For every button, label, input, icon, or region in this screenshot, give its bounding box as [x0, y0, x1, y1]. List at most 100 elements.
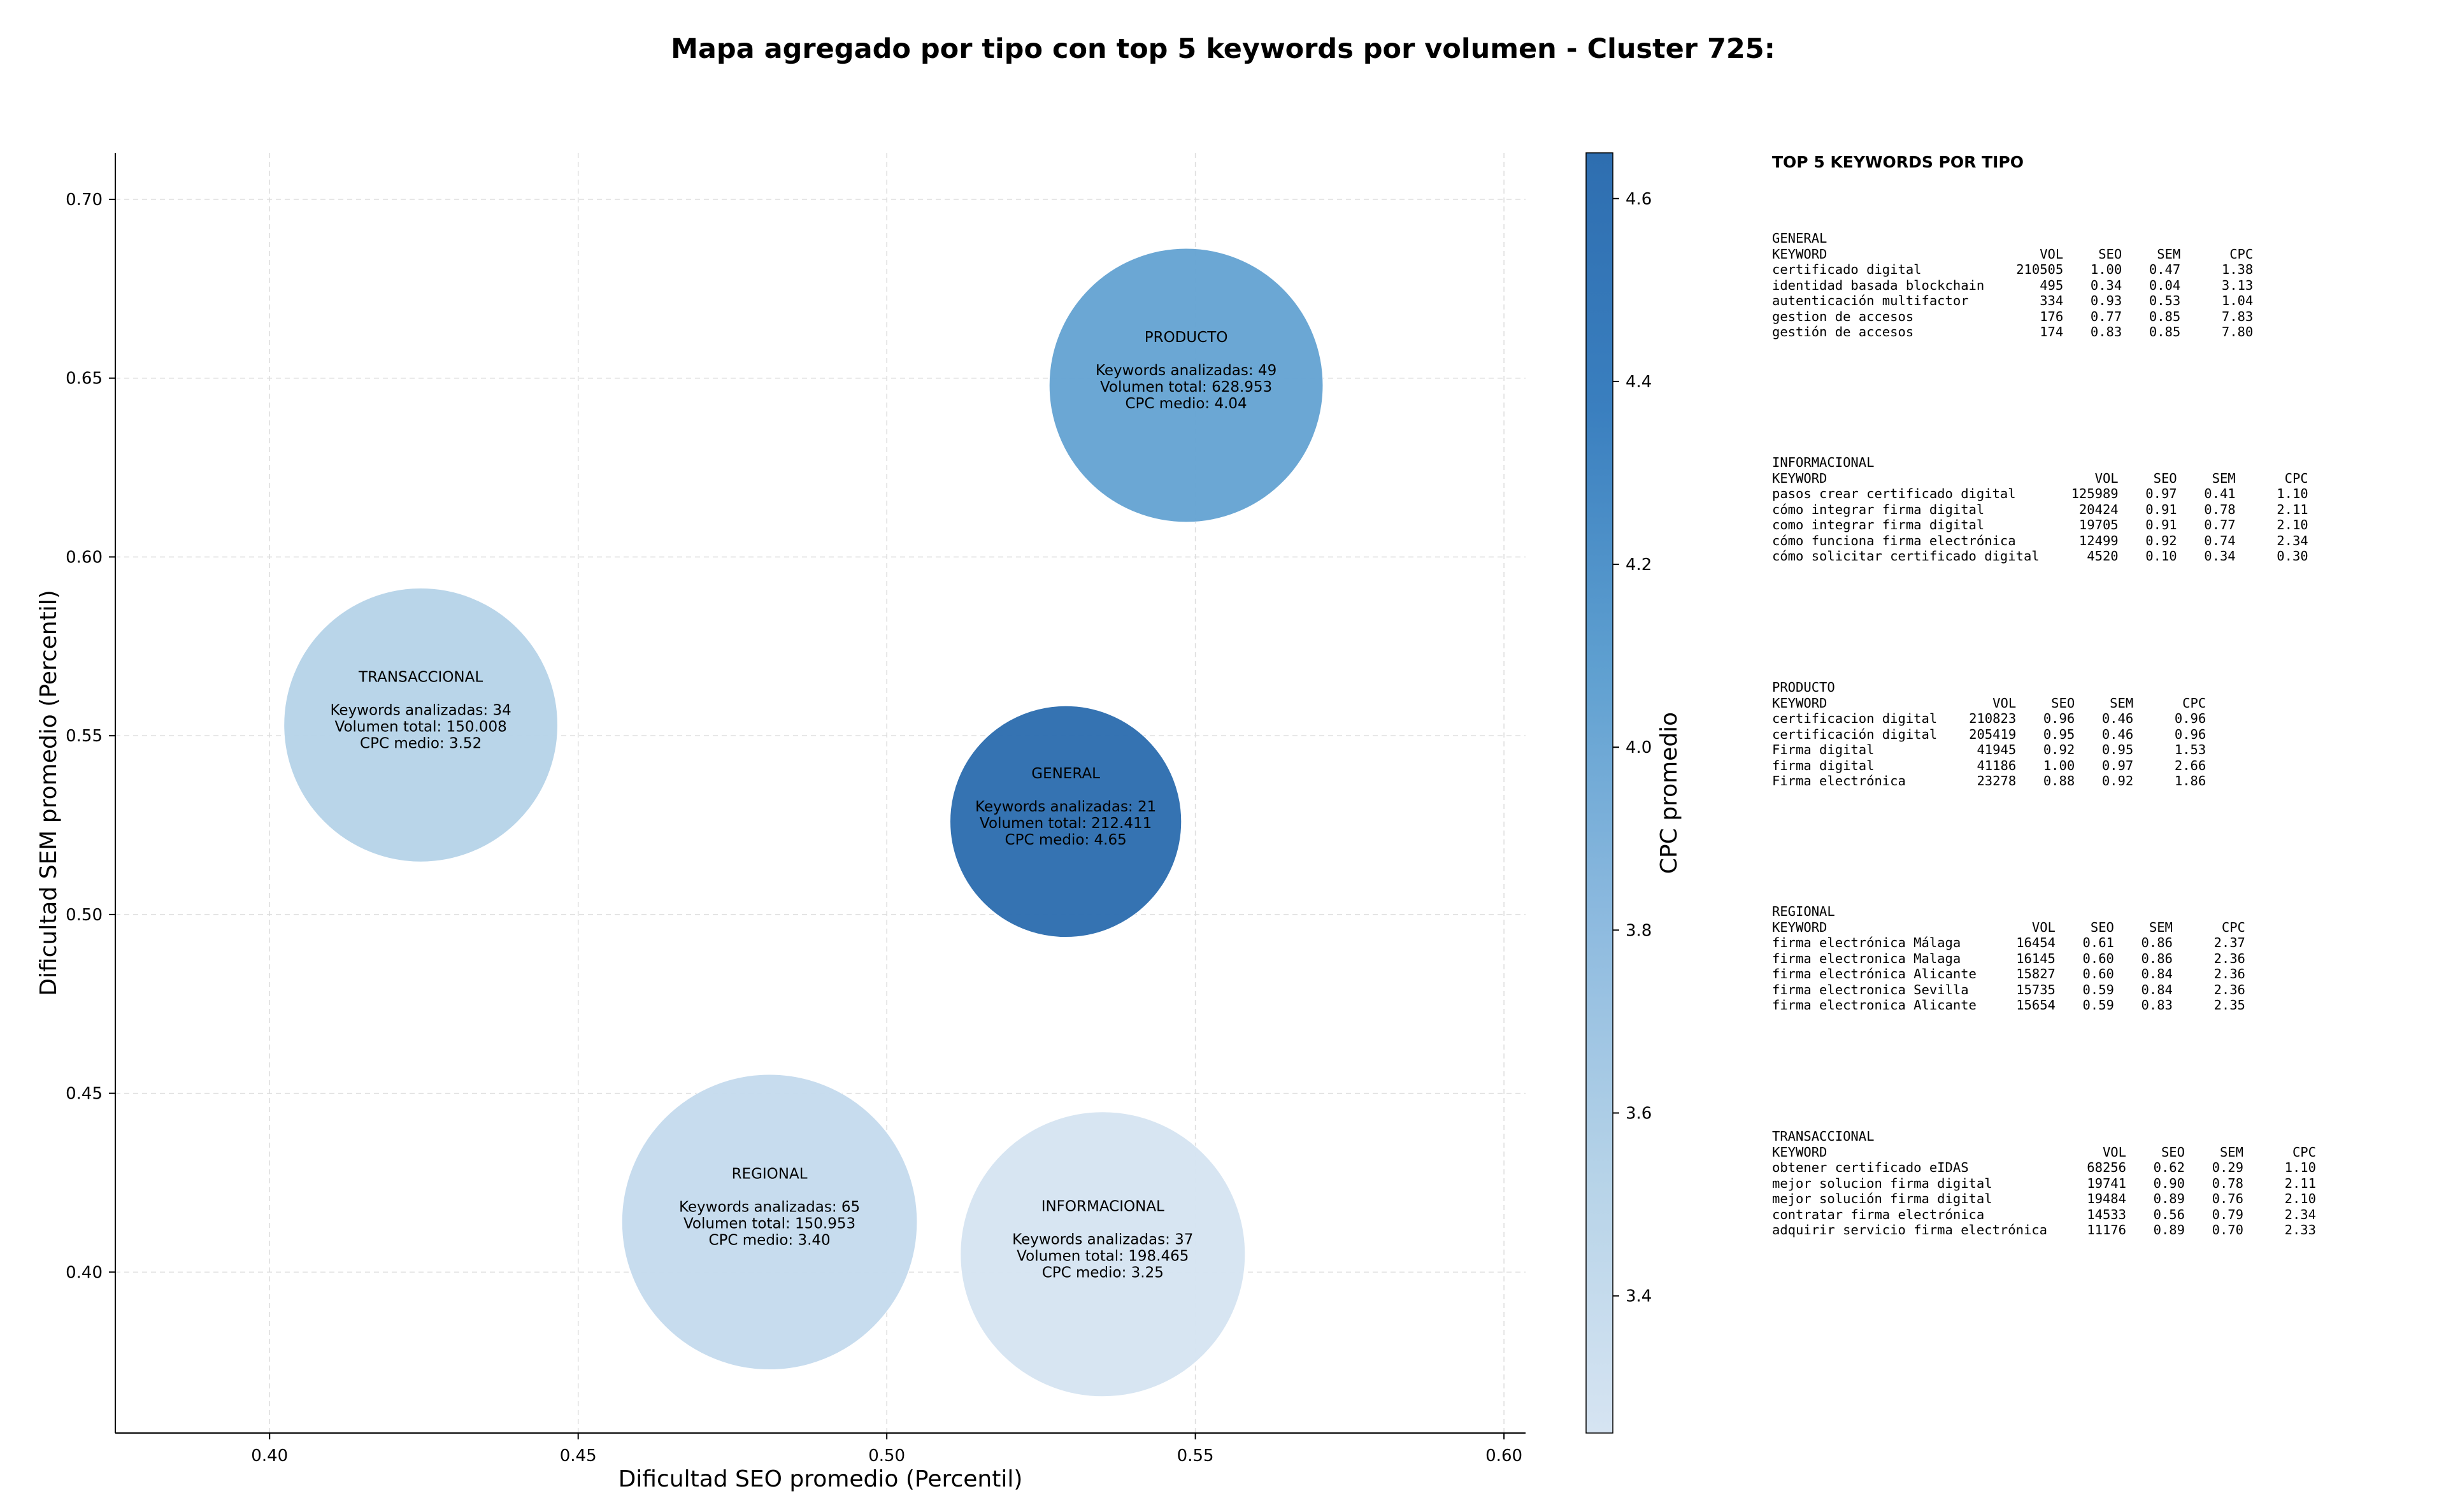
table-cell: cómo funciona firma electrónica	[1772, 532, 2016, 548]
table-cell: 0.30	[2277, 548, 2308, 564]
table-cell: 0.92	[2101, 773, 2134, 788]
table-row: gestion de accesos 176 0.77 0.85 7.83	[1772, 309, 2253, 325]
bubble-label-volume-label: Volumen total: 212.411	[980, 815, 1152, 832]
table-cell: 1.53	[2174, 742, 2206, 757]
table-header-row: KEYWORD VOL SEO SEM CPC	[1772, 471, 2308, 487]
bubble-label-name: REGIONAL	[732, 1166, 808, 1183]
table-group-name: PRODUCTO	[1772, 680, 1835, 695]
keyword-table-producto: PRODUCTO KEYWORD VOL SEO SEM CPC certificacion…	[1772, 680, 2206, 789]
table-cell: Firma digital	[1772, 742, 1875, 757]
table-cell: 11176	[2087, 1222, 2126, 1237]
table-cell: VOL	[1992, 695, 2017, 711]
table-cell: 0.59	[2082, 981, 2114, 997]
table-group-name: INFORMACIONAL	[1772, 455, 1875, 470]
table-cell: 0.46	[2101, 711, 2134, 726]
table-cell: SEM	[2149, 919, 2173, 935]
table-cell: 0.95	[2101, 742, 2134, 757]
colorbar-tick-label: 4.4	[1626, 373, 1652, 392]
table-cell: 174	[2040, 324, 2064, 339]
table-cell: 0.91	[2145, 517, 2177, 532]
bubble-general	[950, 705, 1182, 938]
colorbar-tick-label: 4.2	[1626, 555, 1652, 574]
table-cell: SEM	[2219, 1144, 2243, 1160]
table-cell: 2.10	[2277, 517, 2308, 532]
table-row: firma electronica Alicante 15654 0.59 0.83 2…	[1772, 997, 2245, 1013]
bubble-label-cpc-label: CPC medio: 3.52	[360, 735, 482, 752]
bubble-label-volume-label: Volumen total: 150.008	[335, 718, 507, 735]
table-cell: SEM	[2157, 246, 2181, 262]
table-cell: 0.83	[2141, 997, 2173, 1013]
table-cell: 495	[2040, 277, 2064, 293]
x-axis-label: Dificultad SEO promedio (Percentil)	[619, 1466, 1023, 1492]
bubble-label-keywords-label: Keywords analizadas: 37	[1012, 1231, 1193, 1248]
table-cell: 0.85	[2149, 308, 2181, 324]
table-cell: 0.61	[2082, 935, 2114, 950]
table-cell: CPC	[2229, 246, 2254, 262]
bubble-label-keywords-label: Keywords analizadas: 21	[975, 799, 1156, 815]
table-group-name: GENERAL	[1772, 231, 1827, 246]
table-header-row: KEYWORD VOL SEO SEM CPC	[1772, 695, 2206, 711]
table-cell: 14533	[2087, 1206, 2126, 1222]
table-cell: 0.79	[2212, 1206, 2243, 1222]
table-row: cómo integrar firma digital 20424 0.91 0.78…	[1772, 502, 2308, 518]
table-cell: 20424	[2078, 501, 2119, 517]
table-cell: 334	[2040, 293, 2064, 308]
colorbar: 3.4 3.6 3.8 4.0 4.2 4.4 4.6 CPC promedio	[1585, 152, 1682, 1434]
table-cell: 0.74	[2204, 532, 2236, 548]
table-cell: 2.36	[2214, 981, 2245, 997]
x-tick-label: 0.55	[1177, 1446, 1214, 1466]
colorbar-ticks: 3.4 3.6 3.8 4.0 4.2 4.4 4.6	[1613, 190, 1652, 1306]
table-cell: KEYWORD	[1772, 695, 1827, 711]
table-cell: gestion de accesos	[1772, 308, 1914, 324]
bubble-label-keywords-label: Keywords analizadas: 65	[679, 1199, 860, 1216]
table-header-row: KEYWORD VOL SEO SEM CPC	[1772, 920, 2245, 936]
x-tick-label: 0.40	[251, 1446, 288, 1466]
colorbar-tick-label: 4.0	[1626, 738, 1652, 757]
table-cell: 0.10	[2145, 548, 2177, 564]
table-cell: 15827	[2016, 966, 2056, 981]
table-cell: 0.34	[2090, 277, 2122, 293]
table-cell: SEM	[2110, 695, 2134, 711]
bubble-label-volume-label: Volumen total: 628.953	[1100, 379, 1272, 396]
table-cell: 2.35	[2214, 997, 2245, 1013]
axis-ticks: 0.40 0.45 0.50 0.55 0.60 0.40 0.45 0.50 0.55 0.60…	[66, 190, 1522, 1466]
table-row: certificacion digital 210823 0.96 0.46 0.96	[1772, 711, 2206, 727]
table-group-name: TRANSACCIONAL	[1772, 1129, 1875, 1144]
table-cell: SEO	[2090, 919, 2114, 935]
table-cell: mejor solucion firma digital	[1772, 1175, 1992, 1191]
table-cell: identidad basada blockchain	[1772, 277, 1985, 293]
colorbar-tick-label: 4.6	[1626, 190, 1652, 209]
table-cell: 2.10	[2284, 1191, 2316, 1206]
table-cell: pasos crear certificado digital	[1772, 486, 2016, 501]
table-cell: certificado digital	[1772, 262, 1922, 277]
table-cell: 0.91	[2145, 501, 2177, 517]
table-cell: SEO	[2051, 695, 2075, 711]
table-cell: 0.46	[2101, 726, 2134, 742]
keyword-table-transaccional: TRANSACCIONAL KEYWORD VOL SEO SEM CPC obtener …	[1772, 1129, 2316, 1238]
table-cell: 0.76	[2212, 1191, 2243, 1206]
table-cell: CPC	[2182, 695, 2206, 711]
table-cell: firma digital	[1772, 757, 1875, 773]
table-cell: 12499	[2078, 532, 2119, 548]
keyword-table-informacional: INFORMACIONAL KEYWORD VOL SEO SEM CPC pasos cr…	[1772, 455, 2308, 564]
table-cell: SEO	[2153, 470, 2177, 486]
table-cell: 1.86	[2174, 773, 2206, 788]
table-cell: 0.29	[2212, 1160, 2243, 1175]
table-cell: 1.10	[2284, 1160, 2316, 1175]
bubble-label-name: PRODUCTO	[1145, 329, 1228, 346]
table-cell: 0.34	[2204, 548, 2236, 564]
table-cell: 0.96	[2174, 711, 2206, 726]
bubble-label-cpc-label: CPC medio: 3.40	[708, 1232, 830, 1249]
tables-title: TOP 5 KEYWORDS POR TIPO	[1772, 153, 2024, 171]
table-cell: 2.66	[2174, 757, 2206, 773]
table-cell: VOL	[2031, 919, 2056, 935]
table-cell: 0.92	[2145, 532, 2177, 548]
table-row: Firma digital 41945 0.92 0.95 1.53	[1772, 742, 2206, 758]
y-tick-label: 0.70	[66, 190, 103, 210]
table-header-row: KEYWORD VOL SEO SEM CPC	[1772, 1145, 2316, 1160]
table-cell: 23278	[1977, 773, 2017, 788]
y-tick-label: 0.50	[66, 906, 103, 925]
table-row: firma electronica Malaga 16145 0.60 0.86 2.3…	[1772, 951, 2245, 967]
table-cell: 0.96	[2174, 726, 2206, 742]
